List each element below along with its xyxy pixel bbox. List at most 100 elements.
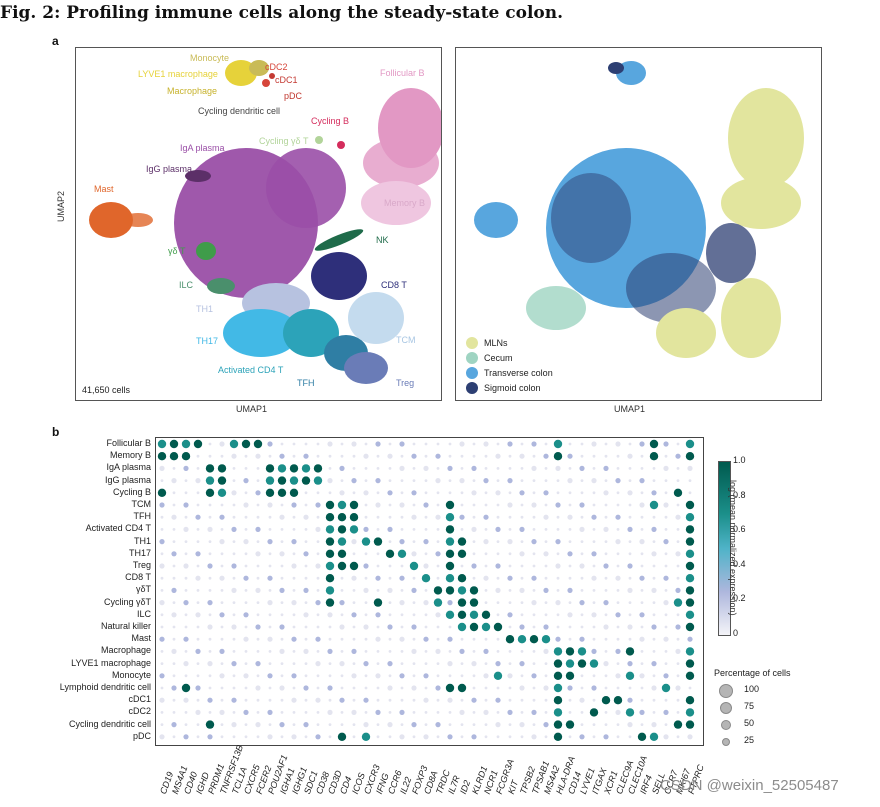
row-label: Macrophage xyxy=(100,645,151,656)
dot-7-38 xyxy=(616,528,620,531)
dot-19-7 xyxy=(243,673,249,679)
dot-7-32 xyxy=(544,528,548,531)
dot-12-10 xyxy=(279,587,285,593)
dot-9-25 xyxy=(457,549,467,558)
dot-15-41 xyxy=(651,624,657,630)
dot-10-7 xyxy=(244,564,248,568)
dot-19-19 xyxy=(388,674,392,678)
dot-12-29 xyxy=(508,589,512,592)
dot-17-38 xyxy=(615,648,621,654)
dot-24-23 xyxy=(436,735,440,739)
dot-9-5 xyxy=(220,552,224,556)
dot-12-26 xyxy=(469,586,479,595)
dot-3-43 xyxy=(676,479,680,482)
dot-0-37 xyxy=(604,442,608,446)
dot-19-4 xyxy=(208,674,212,678)
dot-16-4 xyxy=(208,637,212,641)
dot-0-4 xyxy=(208,442,212,446)
dot-9-35 xyxy=(580,552,584,556)
dot-21-44 xyxy=(685,696,695,705)
dot-9-0 xyxy=(160,552,164,556)
dot-20-2 xyxy=(181,683,191,693)
dot-13-3 xyxy=(196,601,200,604)
size-legend-dot xyxy=(720,719,732,731)
dot-24-28 xyxy=(496,735,500,739)
dot-6-19 xyxy=(388,515,392,519)
dot-20-11 xyxy=(292,686,296,690)
dot-14-18 xyxy=(375,612,381,618)
dot-4-3 xyxy=(196,491,200,495)
dot-14-13 xyxy=(316,613,320,617)
dot-17-35 xyxy=(577,647,587,656)
dot-21-32 xyxy=(544,698,548,702)
dot-15-32 xyxy=(543,624,549,630)
dot-0-12 xyxy=(304,442,308,446)
dot-10-35 xyxy=(579,563,585,569)
dot-17-13 xyxy=(316,650,320,653)
dot-20-16 xyxy=(352,686,356,690)
dot-3-44 xyxy=(688,479,692,482)
row-label: TH1 xyxy=(133,535,151,546)
dot-19-40 xyxy=(639,673,645,679)
size-legend-dot xyxy=(721,737,731,747)
dot-6-32 xyxy=(543,514,549,520)
dot-10-2 xyxy=(183,563,189,569)
dot-22-26 xyxy=(472,711,476,714)
row-label: ILC xyxy=(136,608,151,619)
dot-0-23 xyxy=(436,442,440,446)
dot-9-6 xyxy=(232,552,236,556)
dot-16-39 xyxy=(628,637,632,641)
dot-7-42 xyxy=(664,528,668,531)
dot-17-20 xyxy=(400,650,404,653)
dot-20-43 xyxy=(675,685,681,691)
dot-19-18 xyxy=(375,673,381,679)
dot-4-2 xyxy=(184,491,188,495)
dot-13-31 xyxy=(531,600,537,606)
size-legend-dot xyxy=(719,701,733,715)
dot-17-19 xyxy=(388,650,392,653)
dot-15-29 xyxy=(508,625,512,629)
dot-13-16 xyxy=(352,601,356,604)
dot-15-44 xyxy=(685,622,695,632)
dot-5-19 xyxy=(388,503,392,507)
dot-11-14 xyxy=(325,574,335,583)
dot-1-18 xyxy=(376,454,380,458)
dot-16-25 xyxy=(460,637,464,641)
dot-20-29 xyxy=(508,686,512,690)
dot-18-14 xyxy=(328,662,332,665)
dot-10-19 xyxy=(388,564,392,568)
dot-4-18 xyxy=(376,491,380,495)
dot-11-42 xyxy=(663,575,669,581)
dot-12-36 xyxy=(592,589,596,592)
dot-22-3 xyxy=(195,709,201,715)
dot-14-15 xyxy=(340,613,344,617)
dot-8-14 xyxy=(325,537,335,546)
dot-2-37 xyxy=(603,465,609,471)
dot-12-39 xyxy=(627,587,633,593)
dot-20-31 xyxy=(532,686,536,690)
dot-23-6 xyxy=(231,722,237,728)
dot-2-2 xyxy=(183,465,189,471)
dot-4-22 xyxy=(424,491,428,495)
dot-16-22 xyxy=(423,636,429,642)
dot-7-0 xyxy=(160,528,164,531)
dot-1-38 xyxy=(616,454,620,458)
dot-9-38 xyxy=(616,552,620,556)
dot-8-22 xyxy=(423,539,429,545)
dot-15-13 xyxy=(316,625,320,629)
dot-24-42 xyxy=(663,734,669,740)
dot-18-42 xyxy=(664,662,668,665)
dot-2-8 xyxy=(256,467,260,470)
dot-12-14 xyxy=(325,586,335,595)
dot-12-43 xyxy=(675,587,681,593)
dot-22-34 xyxy=(568,711,572,714)
dot-8-18 xyxy=(373,537,383,546)
dot-16-16 xyxy=(352,637,356,641)
dot-9-18 xyxy=(376,552,380,556)
dot-9-34 xyxy=(567,551,573,557)
dot-2-6 xyxy=(232,467,236,470)
dot-12-13 xyxy=(316,589,320,592)
watermark: CSDN @weixin_52505487 xyxy=(660,777,839,794)
dot-5-28 xyxy=(496,503,500,507)
dot-11-38 xyxy=(615,575,621,581)
